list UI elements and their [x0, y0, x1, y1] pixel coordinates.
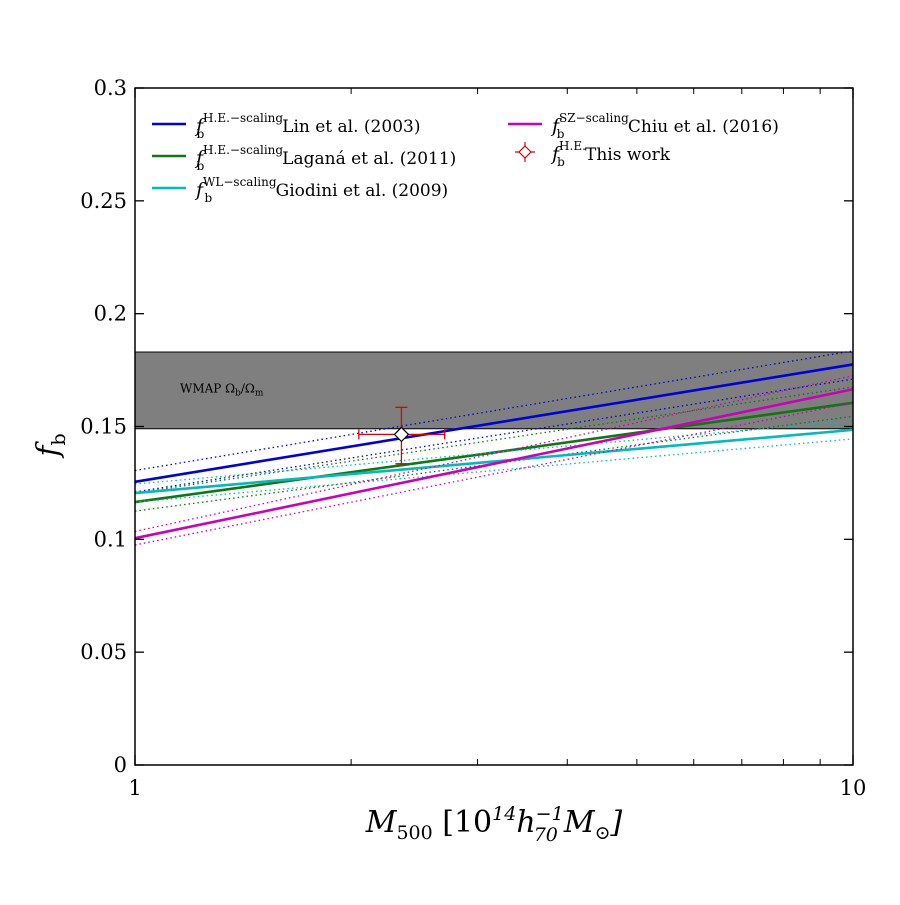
x-axis-label: M500 [1014h−1 70 M⊙]: [365, 803, 623, 846]
series-2-line: [134, 428, 854, 495]
legend-point-marker: [518, 145, 532, 159]
legend-entry-point: fH.E. b This work: [515, 139, 671, 169]
y-tick-label: 0: [114, 753, 127, 777]
series-3-line: [134, 387, 854, 540]
y-tick-label: 0.3: [94, 76, 127, 100]
y-tick-label: 0.05: [80, 640, 127, 664]
legend-entry: fWL−scaling b Giodini et al. (2009): [152, 175, 448, 205]
legend-point-label: fH.E. b This work: [550, 139, 671, 169]
y-tick-label: 0.25: [80, 189, 127, 213]
legend-label: fH.E.−scaling b Lin et al. (2003): [194, 111, 420, 141]
legend-label: fWL−scaling b Giodini et al. (2009): [194, 175, 448, 205]
wmap-band-label: WMAP Ωb/Ωm: [180, 381, 264, 398]
point-marker: [393, 426, 410, 443]
y-axis-label: fb: [31, 433, 70, 458]
legend-entry: fH.E.−scaling b Lin et al. (2003): [152, 111, 420, 141]
series-2-upper-bound: [134, 420, 854, 485]
legend-label: fSZ−scaling b Chiu et al. (2016): [550, 111, 779, 141]
series-3-upper-bound: [134, 375, 854, 533]
series-0-line: [134, 363, 854, 484]
x-tick-label: 1: [128, 776, 141, 800]
y-tick-label: 0.15: [80, 415, 127, 439]
series-2-lower-bound: [134, 438, 854, 503]
series-3-lower-bound: [134, 402, 854, 546]
series-1-lower-bound: [134, 415, 854, 512]
legend-entry: fH.E.−scaling b Laganá et al. (2011): [152, 143, 456, 173]
y-tick-label: 0.2: [94, 302, 127, 326]
legend-label: fH.E.−scaling b Laganá et al. (2011): [194, 143, 456, 173]
x-tick-label: 10: [840, 776, 867, 800]
y-tick-label: 0.1: [94, 527, 127, 551]
legend-entry: fSZ−scaling b Chiu et al. (2016): [508, 111, 779, 141]
wmap-band: [134, 351, 854, 430]
